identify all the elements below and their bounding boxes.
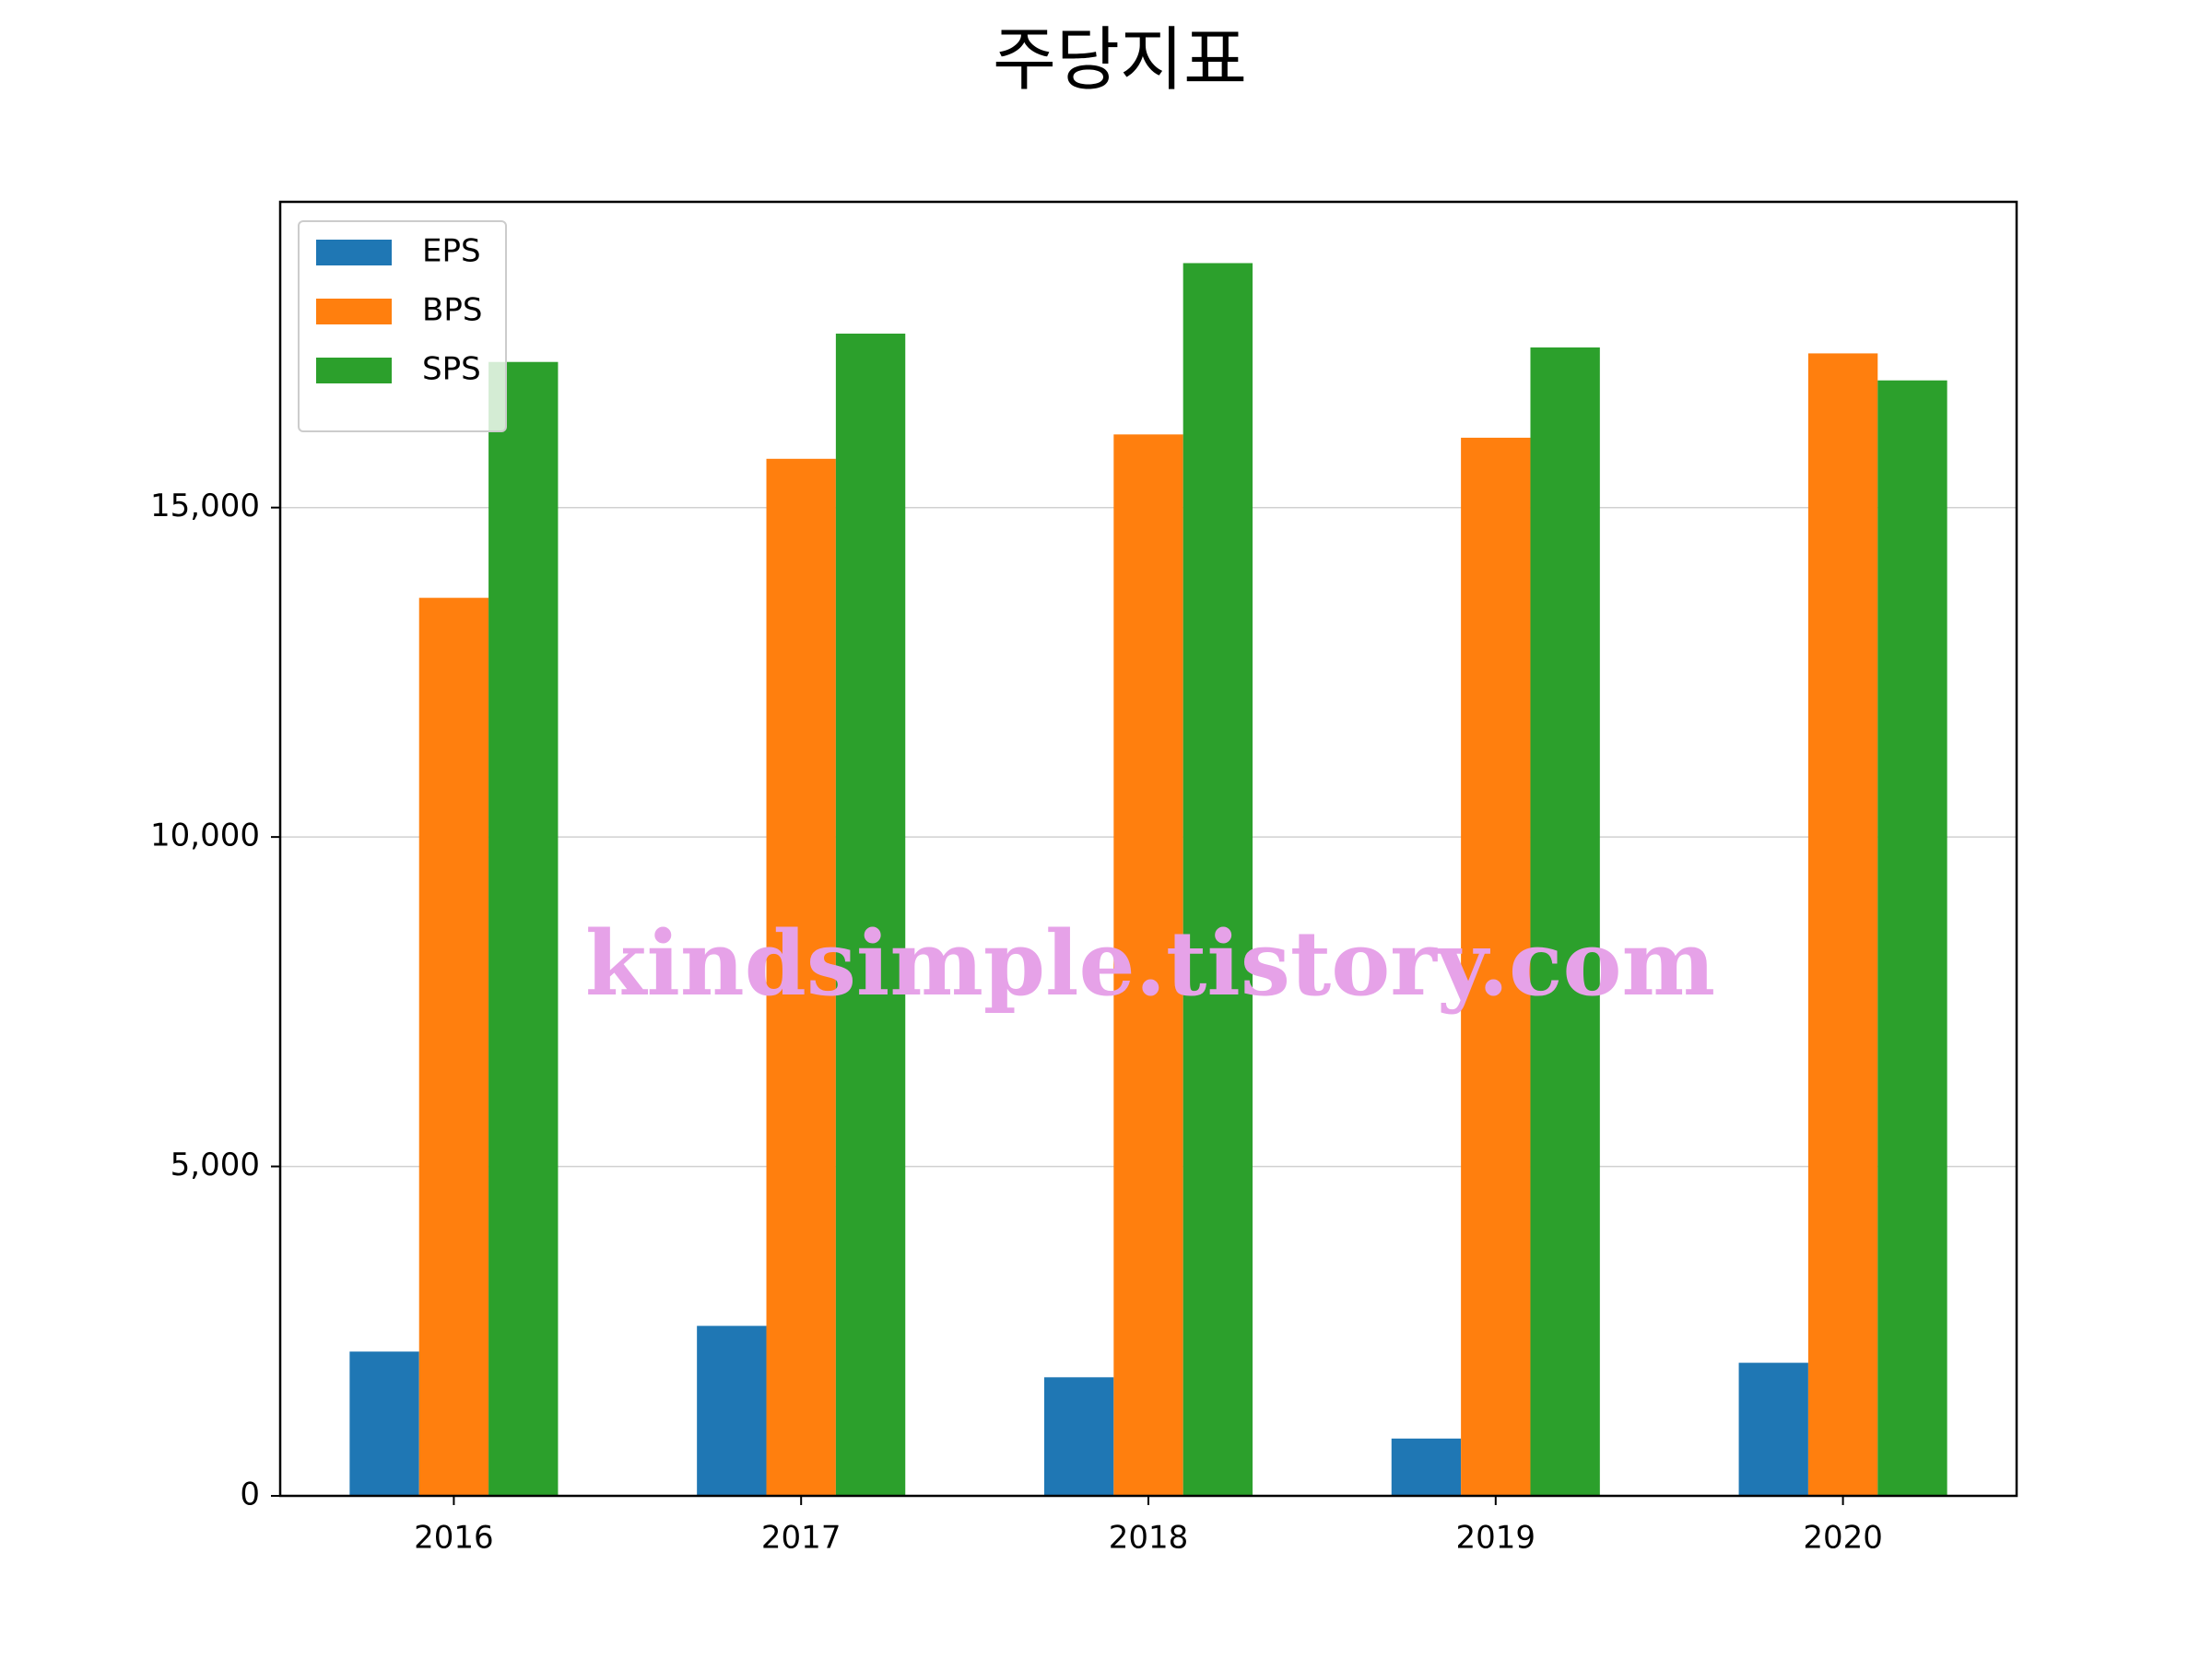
legend-swatch (316, 240, 392, 265)
bar (1461, 437, 1531, 1496)
bar (1043, 1377, 1114, 1496)
bar (1807, 353, 1878, 1496)
bar (1738, 1362, 1808, 1496)
bar (1877, 380, 1947, 1496)
legend-label: SPS (422, 351, 481, 388)
bar (349, 1351, 419, 1496)
y-tick-label: 10,000 (150, 818, 260, 854)
bar (1391, 1438, 1462, 1496)
x-tick-label: 2017 (761, 1520, 841, 1557)
bar (1530, 347, 1600, 1497)
legend-label: EPS (422, 233, 481, 270)
plot-frame (278, 200, 2018, 1498)
x-tick-label: 2016 (414, 1520, 494, 1557)
chart-title: 주당지표 (993, 19, 1247, 100)
bar (1182, 263, 1253, 1497)
watermark: kindsimple.tistory.com (585, 912, 1715, 1016)
bar (835, 333, 906, 1496)
x-tick-label: 2018 (1109, 1520, 1189, 1557)
bar (1113, 434, 1183, 1496)
y-tick-label: 0 (240, 1477, 260, 1513)
bar (766, 458, 836, 1497)
x-tick-label: 2020 (1803, 1520, 1883, 1557)
legend-label: BPS (422, 292, 482, 329)
bar (418, 597, 489, 1496)
x-tick-label: 2019 (1456, 1520, 1536, 1557)
bar (488, 361, 559, 1496)
y-tick-label: 15,000 (150, 488, 260, 524)
y-tick-label: 5,000 (171, 1147, 260, 1183)
legend-swatch (316, 358, 392, 383)
legend-swatch (316, 299, 392, 324)
bar (697, 1325, 767, 1496)
